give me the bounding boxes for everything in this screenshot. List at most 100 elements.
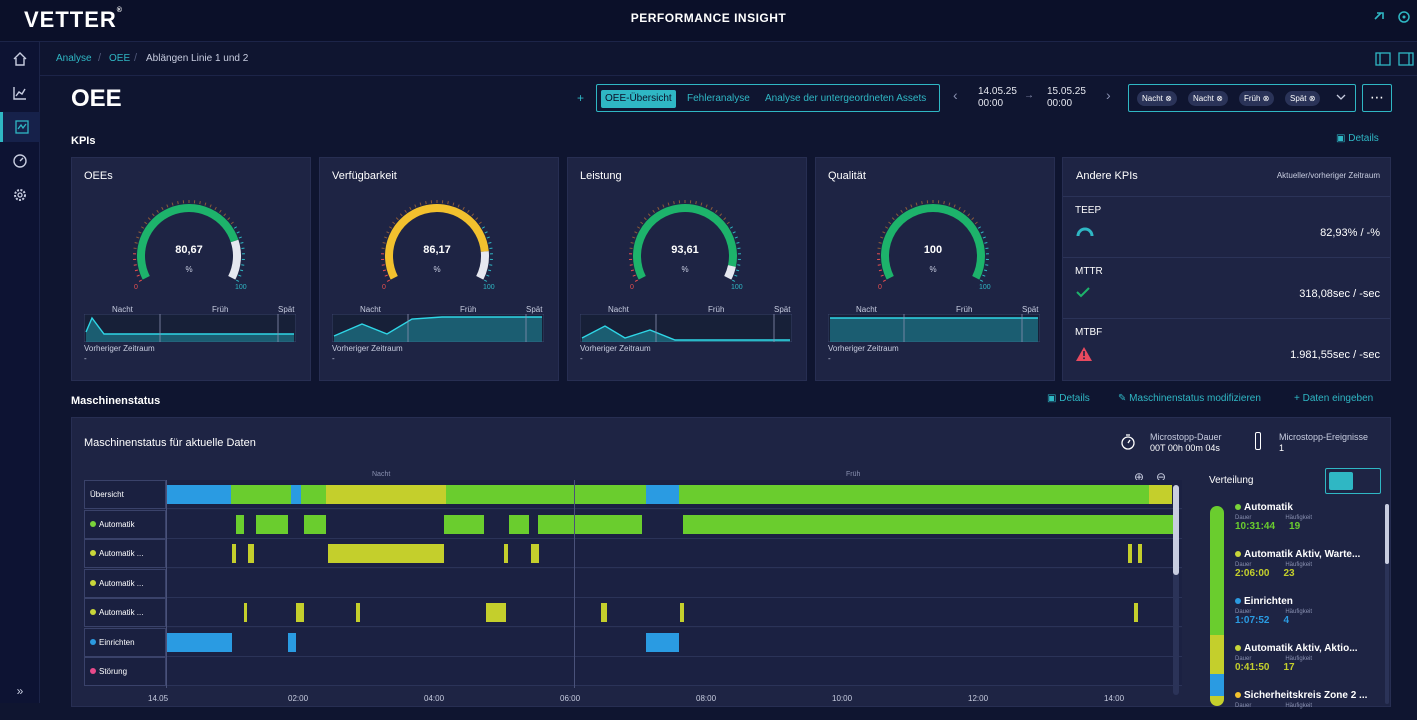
status-row-track[interactable]	[166, 539, 1182, 568]
chevron-down-icon[interactable]	[1335, 90, 1347, 108]
status-segment[interactable]	[683, 515, 1173, 534]
kpi-card[interactable]: Verfügbarkeit 86,17 % 0 100 Nacht Früh S…	[319, 157, 559, 381]
status-segment[interactable]	[291, 485, 301, 504]
status-row-label[interactable]: Störung	[84, 657, 166, 686]
gauge-tick	[944, 201, 945, 204]
kpi-card[interactable]: Leistung 93,61 % 0 100 Nacht Früh Spät V…	[567, 157, 807, 381]
status-segment[interactable]	[326, 485, 446, 504]
status-segment[interactable]	[646, 485, 679, 504]
status-segment[interactable]	[304, 515, 326, 534]
gauge-tick	[136, 237, 139, 238]
home-icon[interactable]	[0, 44, 40, 74]
status-row-label[interactable]: Automatik	[84, 510, 166, 539]
status-row-track[interactable]	[166, 598, 1182, 627]
gear-icon[interactable]	[0, 180, 40, 210]
status-segment[interactable]	[231, 485, 291, 504]
status-segment[interactable]	[356, 603, 360, 622]
status-segment[interactable]	[232, 544, 236, 563]
status-row-label[interactable]: Automatik ...	[84, 598, 166, 627]
more-options-button[interactable]: ⋯	[1362, 84, 1392, 112]
analysis-nav-icon[interactable]	[0, 112, 40, 142]
panel-toggle-icon[interactable]	[1375, 52, 1391, 71]
status-segment[interactable]	[1134, 603, 1138, 622]
breadcrumb-oee[interactable]: OEE	[109, 53, 130, 64]
status-segment[interactable]	[296, 603, 304, 622]
time-axis-tick: 14:00	[1104, 694, 1124, 703]
status-row-track[interactable]	[166, 569, 1182, 598]
next-date-chevron-icon[interactable]: ›	[1106, 87, 1111, 103]
status-segment[interactable]	[301, 485, 326, 504]
status-segment[interactable]	[531, 544, 539, 563]
status-row-track[interactable]	[166, 628, 1182, 657]
status-segment[interactable]	[288, 633, 296, 652]
gauge-tick	[487, 237, 490, 238]
expand-sidebar-icon[interactable]: »	[0, 676, 40, 706]
status-segment[interactable]	[509, 515, 529, 534]
link-icon[interactable]	[1372, 10, 1388, 26]
status-segment[interactable]	[679, 485, 1149, 504]
timeline-scrollbar[interactable]	[1173, 485, 1179, 695]
status-dot	[1235, 645, 1241, 651]
status-details-link[interactable]: ▣ Details	[1047, 393, 1090, 404]
status-segment[interactable]	[538, 515, 642, 534]
status-row-track[interactable]	[166, 480, 1182, 509]
status-segment[interactable]	[1138, 544, 1142, 563]
kpi-card[interactable]: OEEs 80,67 % 0 100 Nacht Früh Spät Vorhe…	[71, 157, 311, 381]
status-segment[interactable]	[1128, 544, 1132, 563]
status-segment[interactable]	[166, 485, 231, 504]
status-row-label[interactable]: Einrichten	[84, 628, 166, 657]
filter-chip[interactable]: Spät ⊗	[1285, 91, 1320, 106]
distribution-scrollbar[interactable]	[1385, 504, 1389, 704]
status-dot	[90, 639, 96, 645]
gauge-tick	[482, 227, 485, 229]
status-segment[interactable]	[444, 515, 484, 534]
status-row-label[interactable]: Übersicht	[84, 480, 166, 509]
layout-icon[interactable]	[1398, 52, 1414, 71]
modify-status-link[interactable]: ✎ Maschinenstatus modifizieren	[1118, 393, 1261, 404]
status-segment[interactable]	[248, 544, 254, 563]
status-row-track[interactable]	[166, 510, 1182, 539]
status-segment[interactable]	[646, 633, 679, 652]
kpi-card[interactable]: Qualität 100 % 0 100 Nacht Früh Spät Vor…	[815, 157, 1055, 381]
tab-error-analysis[interactable]: Fehleranalyse	[683, 90, 754, 108]
list-view-icon[interactable]	[1329, 472, 1353, 490]
status-segment[interactable]	[680, 603, 684, 622]
breadcrumb-analyse[interactable]: Analyse	[56, 53, 92, 64]
scrollbar-thumb[interactable]	[1173, 485, 1179, 575]
kpi-details-link[interactable]: ▣ Details	[1336, 133, 1379, 144]
status-segment[interactable]	[486, 603, 506, 622]
dashboard-nav-icon[interactable]	[0, 146, 40, 176]
status-segment[interactable]	[1149, 485, 1172, 504]
status-segment[interactable]	[328, 544, 444, 563]
status-segment[interactable]	[244, 603, 247, 622]
add-tab-button[interactable]: +	[577, 91, 584, 105]
distribution-view-toggle[interactable]	[1325, 468, 1381, 494]
status-segment[interactable]	[256, 515, 288, 534]
filter-chip[interactable]: Früh ⊗	[1239, 91, 1274, 106]
filter-chip[interactable]: Nacht ⊗	[1188, 91, 1228, 106]
status-row-label[interactable]: Automatik ...	[84, 539, 166, 568]
status-row-track[interactable]	[166, 657, 1182, 686]
status-segment[interactable]	[166, 633, 232, 652]
status-segment[interactable]	[236, 515, 244, 534]
tab-oee-overview[interactable]: OEE-Übersicht	[601, 90, 676, 108]
chart-nav-icon[interactable]	[0, 78, 40, 108]
tab-sub-assets[interactable]: Analyse der untergeordneten Assets	[761, 90, 930, 108]
status-row-label[interactable]: Automatik ...	[84, 569, 166, 598]
status-segment[interactable]	[446, 485, 646, 504]
settings-icon[interactable]	[1397, 10, 1413, 26]
enter-data-link[interactable]: + Daten eingeben	[1294, 393, 1373, 404]
status-segment[interactable]	[504, 544, 508, 563]
shift-filter[interactable]: Nacht ⊗ Nacht ⊗ Früh ⊗ Spät ⊗	[1128, 84, 1356, 112]
status-segment[interactable]	[601, 603, 607, 622]
prev-date-chevron-icon[interactable]: ‹	[953, 87, 958, 103]
filter-chip[interactable]: Nacht ⊗	[1137, 91, 1177, 106]
